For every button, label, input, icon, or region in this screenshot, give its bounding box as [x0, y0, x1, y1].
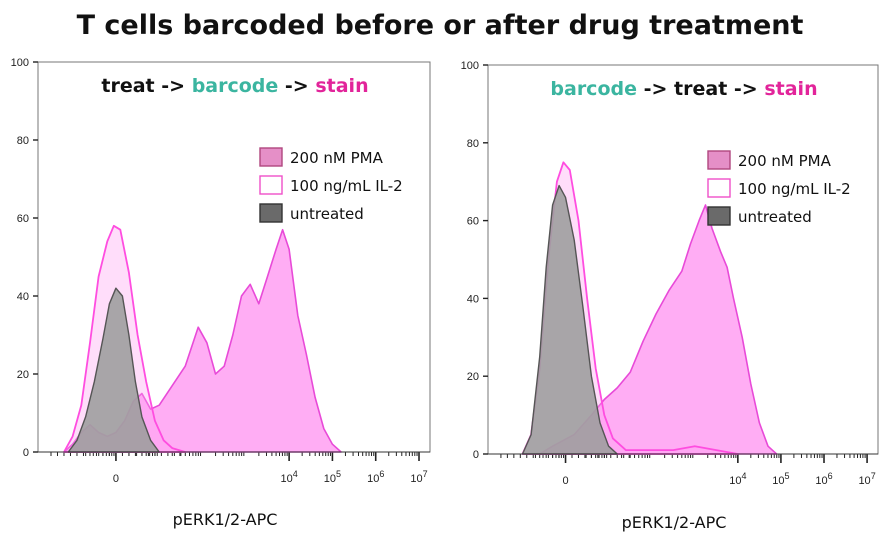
sequence-part: treat [101, 75, 154, 97]
legend-swatch-untreated [707, 206, 731, 226]
panel-left: 0 20 40 60 80 100 0 104 105 106 107 treat -> barcod… [11, 57, 431, 529]
y-tick-label: 40 [467, 293, 479, 305]
x-tick-label: 107 [858, 471, 875, 487]
sequence-part: treat [674, 78, 727, 100]
legend-label: untreated [738, 208, 812, 226]
y-tick-label: 80 [17, 135, 29, 147]
series-untreated-area [521, 184, 618, 455]
x-tick-label: 0 [562, 475, 568, 487]
sequence-part: barcode [192, 75, 279, 97]
y-tick-label: 60 [17, 213, 29, 225]
legend-swatch-il2 [707, 178, 731, 198]
y-tick-label: 80 [467, 138, 479, 150]
x-tick-label: 105 [772, 471, 789, 487]
panel-sequence: barcode -> treat -> stain [550, 78, 817, 100]
legend-label: untreated [290, 205, 364, 223]
legend-label: 200 nM PMA [290, 149, 384, 167]
series-untreated-area [67, 287, 160, 453]
sequence-part: -> [637, 78, 674, 100]
panel-right: 0 20 40 60 80 100 0 104 105 106 107 barcode -> trea… [461, 60, 879, 532]
x-axis-label: pERK1/2-APC [622, 513, 727, 532]
x-tick-label: 106 [815, 471, 832, 487]
legend-swatch-il2 [259, 175, 283, 195]
x-tick-label: 104 [280, 469, 297, 485]
y-tick-label: 20 [467, 371, 479, 383]
x-tick-label: 105 [324, 469, 341, 485]
legend-swatch-untreated [259, 203, 283, 223]
sequence-part: -> [727, 78, 764, 100]
legend-label: 100 ng/mL IL-2 [290, 177, 403, 195]
sequence-part: stain [315, 75, 368, 97]
y-tick-label: 20 [17, 369, 29, 381]
legend-label: 200 nM PMA [738, 152, 832, 170]
figure-title: T cells barcoded before or after drug tr… [76, 10, 804, 41]
y-tick-label: 40 [17, 291, 29, 303]
y-tick-label: 100 [461, 60, 479, 72]
legend-label: 100 ng/mL IL-2 [738, 180, 851, 198]
sequence-part: -> [155, 75, 192, 97]
x-tick-label: 104 [729, 471, 746, 487]
y-tick-label: 100 [11, 57, 29, 69]
sequence-part: -> [278, 75, 315, 97]
x-tick-label: 107 [410, 469, 427, 485]
x-tick-label: 0 [113, 473, 119, 485]
y-tick-label: 0 [23, 447, 29, 459]
sequence-part: barcode [550, 78, 637, 100]
panel-sequence: treat -> barcode -> stain [101, 75, 368, 97]
y-tick-label: 60 [467, 216, 479, 228]
sequence-part: stain [764, 78, 817, 100]
legend-swatch-pma [259, 147, 283, 167]
x-axis-label: pERK1/2-APC [173, 510, 278, 529]
y-tick-label: 0 [473, 449, 479, 461]
x-tick-label: 106 [367, 469, 384, 485]
legend-swatch-pma [707, 150, 731, 170]
